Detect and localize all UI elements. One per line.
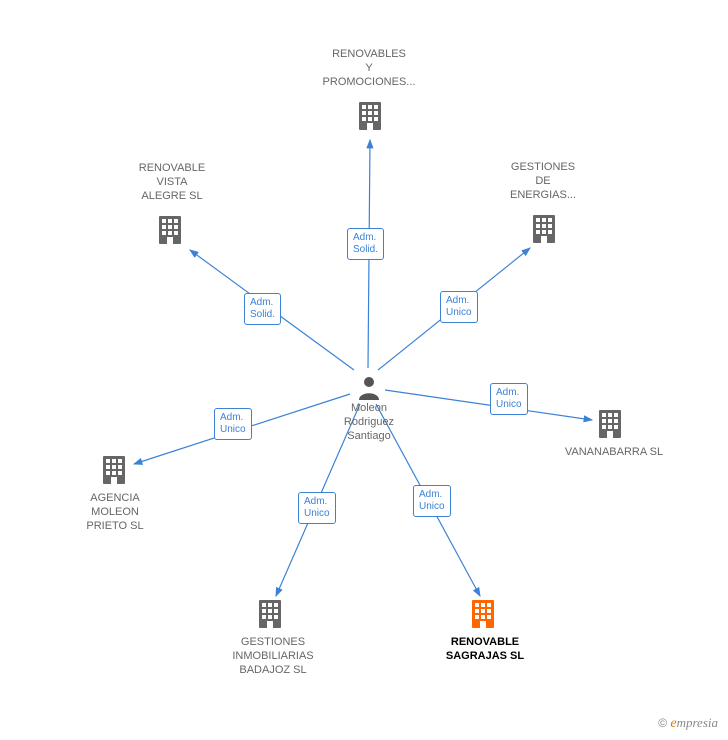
edge-line: [385, 390, 592, 420]
building-icon: [596, 408, 624, 440]
person-icon: [358, 376, 380, 400]
edge-label: Adm. Unico: [440, 291, 478, 323]
building-icon: [356, 100, 384, 132]
edge-label: Adm. Solid.: [244, 293, 281, 325]
node-label: RENOVABLE SAGRAJAS SL: [430, 636, 540, 664]
node-label: VANANABARRA SL: [554, 446, 674, 460]
center-node-label: Moleon Rodriguez Santiago: [334, 402, 404, 443]
edge-label: Adm. Unico: [413, 485, 451, 517]
building-icon: [100, 454, 128, 486]
node-label: RENOVABLE VISTA ALEGRE SL: [124, 162, 220, 203]
node-label: GESTIONES INMOBILIARIAS BADAJOZ SL: [218, 636, 328, 677]
node-label: AGENCIA MOLEON PRIETO SL: [70, 492, 160, 533]
node-label: GESTIONES DE ENERGIAS...: [498, 161, 588, 202]
edge-label: Adm. Unico: [298, 492, 336, 524]
node-label: RENOVABLES Y PROMOCIONES...: [314, 48, 424, 89]
building-icon: [256, 598, 284, 630]
copyright-footer: © empresia: [658, 715, 718, 732]
building-icon: [530, 213, 558, 245]
building-icon: [469, 598, 497, 630]
building-icon: [156, 214, 184, 246]
copyright-symbol: ©: [658, 716, 667, 730]
brand-rest: mpresia: [677, 715, 718, 730]
edge-label: Adm. Unico: [490, 383, 528, 415]
edge-label: Adm. Unico: [214, 408, 252, 440]
edge-label: Adm. Solid.: [347, 228, 384, 260]
